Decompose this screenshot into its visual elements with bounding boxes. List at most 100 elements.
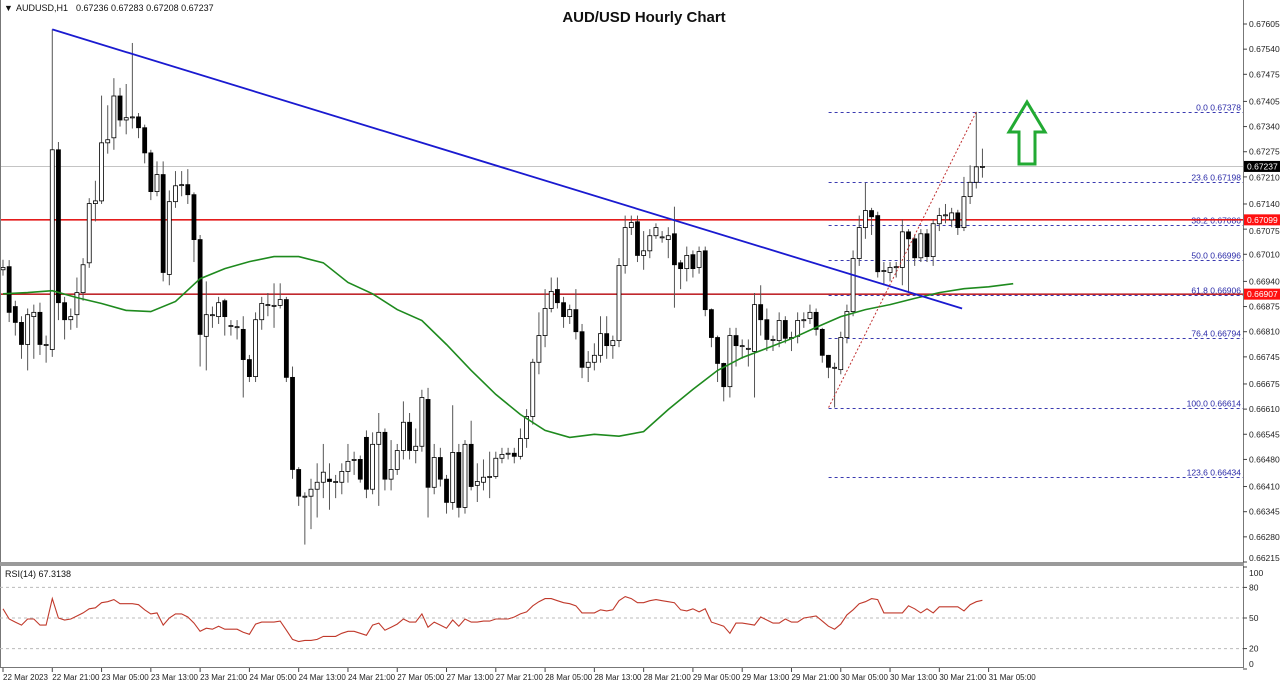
candle [450, 405, 456, 510]
candle [6, 260, 12, 323]
candle-body-bullish [154, 174, 160, 192]
candle-body-bullish [505, 452, 511, 455]
candle [12, 300, 18, 336]
candle-body-bullish [684, 255, 690, 270]
candle [598, 316, 603, 363]
candle-body-bullish [450, 452, 456, 503]
candle [456, 443, 462, 518]
fib-level-label: 50.0 0.66996 [1191, 251, 1241, 261]
candle-body-bullish [271, 304, 277, 307]
trendline[interactable] [52, 28, 963, 310]
candle [832, 362, 837, 408]
candle-body-bullish [308, 488, 314, 497]
candle [591, 343, 597, 371]
candle [499, 447, 505, 464]
price-marker [1244, 288, 1280, 300]
time-tick-label: 29 Mar 05:00 [693, 673, 741, 682]
candle [394, 443, 400, 475]
candle-body-bullish [277, 299, 283, 306]
candle-body-bullish [807, 311, 813, 319]
candle-body-bullish [216, 302, 222, 318]
price-marker [1244, 214, 1280, 226]
fibonacci-diagonal[interactable] [828, 111, 977, 408]
candle-body-bullish [166, 201, 172, 275]
candle-body-bearish [690, 254, 696, 270]
candle-body-bullish [333, 481, 339, 483]
candle [160, 161, 166, 282]
candle [370, 432, 376, 495]
rsi-tick-label: 0 [1249, 659, 1254, 669]
candle-body-bearish [425, 399, 431, 488]
candle-body-bullish [641, 250, 647, 256]
candle-body-bullish [210, 314, 215, 317]
candle [481, 459, 486, 491]
time-tick-label: 30 Mar 13:00 [890, 673, 938, 682]
fib-level-label: 23.6 0.67198 [1191, 173, 1241, 183]
candle [770, 335, 776, 352]
candle-body-bullish [68, 316, 74, 321]
candle-body-bullish [518, 438, 523, 457]
candle-body-bearish [142, 127, 148, 154]
candle-body-bullish [795, 320, 801, 337]
candle-body-bullish [980, 166, 985, 168]
horizontal-lines[interactable] [0, 166, 1243, 295]
time-tick-label: 28 Mar 05:00 [545, 673, 593, 682]
candle [684, 246, 690, 282]
candle [622, 215, 628, 274]
time-tick-label: 24 Mar 13:00 [299, 673, 347, 682]
candle [142, 124, 148, 164]
candle [813, 308, 819, 336]
candle-body-bearish [819, 328, 825, 356]
candle [62, 296, 67, 340]
candle-body-bullish [431, 457, 437, 488]
candle-body-bullish [653, 227, 659, 237]
time-axis: 22 Mar 2023 22 Mar 21:00 23 Mar 05:00 23 Ma… [2, 668, 1036, 682]
candle-body-bullish [0, 267, 6, 271]
price-tick-label: 0.66745 [1249, 352, 1280, 362]
candle-body-bearish [782, 320, 788, 339]
candle [604, 316, 610, 359]
candle [111, 78, 117, 150]
candle [400, 401, 406, 460]
candle-body-bearish [573, 309, 579, 333]
triangle-down-icon[interactable]: ▼ [4, 3, 13, 13]
candle [86, 198, 92, 268]
candle-body-bullish [394, 450, 400, 470]
candle [19, 316, 24, 359]
candle [826, 354, 831, 379]
candle-body-bullish [899, 231, 905, 268]
candle [758, 285, 764, 336]
candle [444, 474, 449, 514]
candle [179, 171, 185, 197]
candle [912, 234, 918, 266]
candle-body-bullish [530, 361, 536, 417]
candle-body-bullish [49, 149, 55, 350]
candle [678, 260, 683, 290]
candle [333, 474, 339, 499]
candle [536, 312, 542, 375]
candle [228, 320, 234, 336]
candle-body-bullish [376, 431, 382, 445]
candle [129, 42, 135, 129]
candle-body-bullish [370, 443, 376, 490]
candle-body-bullish [105, 139, 111, 144]
candle [887, 262, 893, 282]
candle [659, 231, 665, 243]
candle-body-bearish [327, 478, 332, 482]
candle [881, 262, 887, 286]
candle-body-bullish [111, 95, 117, 139]
candle-body-bullish [967, 181, 973, 198]
candle [407, 412, 412, 460]
candle-body-bullish [487, 476, 493, 478]
candle-body-bearish [924, 233, 930, 258]
candle-body-bullish [665, 235, 671, 240]
candle-body-bullish [493, 457, 499, 477]
candle-body-bullish [86, 203, 92, 264]
candle [715, 335, 720, 383]
time-tick-label: 27 Mar 05:00 [397, 673, 445, 682]
time-tick-label: 24 Mar 05:00 [249, 673, 297, 682]
panel-separator[interactable] [0, 562, 1244, 566]
candle-body-bullish [881, 270, 887, 272]
time-tick-label: 29 Mar 21:00 [791, 673, 839, 682]
